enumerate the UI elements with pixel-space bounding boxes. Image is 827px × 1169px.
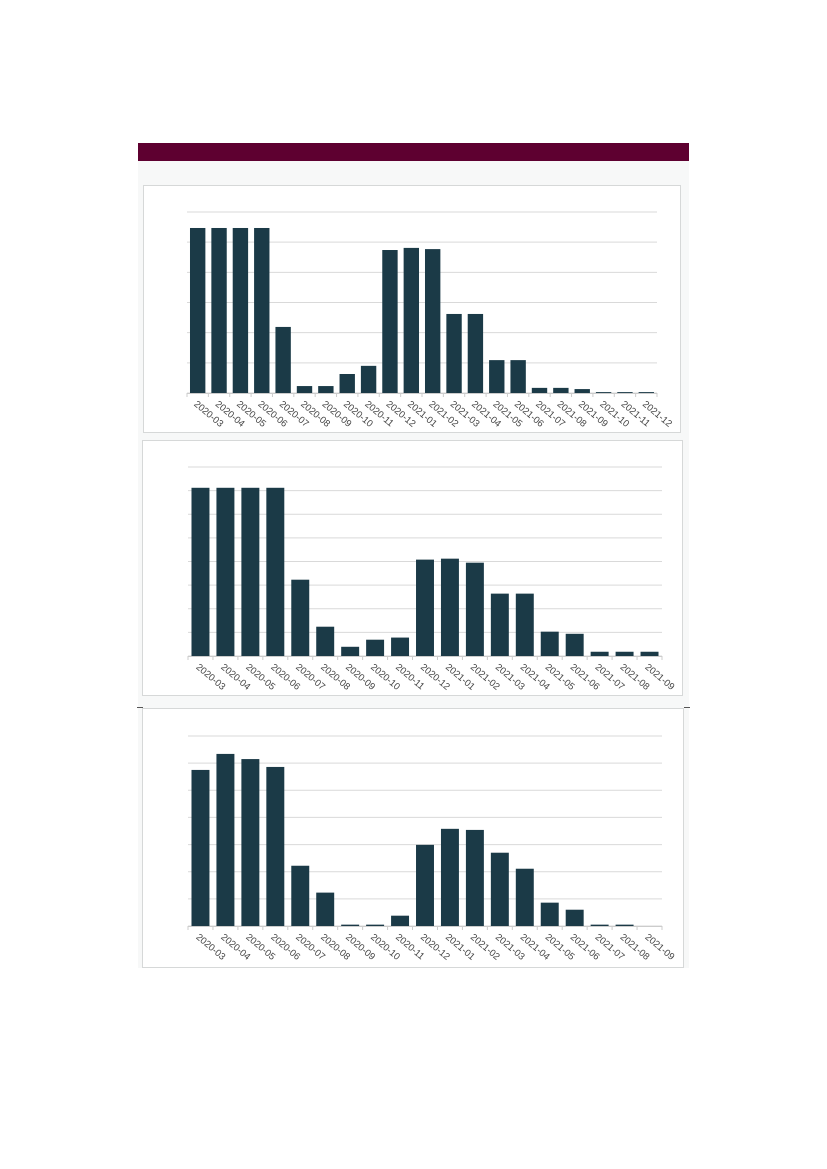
bar-2020-03: [191, 769, 210, 926]
bar-2020-05: [232, 227, 249, 393]
bar-2020-06: [266, 487, 285, 656]
bar-2021-05: [489, 360, 505, 393]
bar-2021-05: [540, 631, 559, 656]
bar-2021-01: [403, 247, 420, 393]
bar-2021-03: [490, 593, 509, 656]
bar-2020-12: [416, 844, 434, 926]
bar-2020-06: [266, 766, 285, 926]
bar-2020-04: [211, 227, 227, 393]
bar-2020-05: [241, 487, 260, 656]
bar-2020-05: [241, 759, 260, 926]
divider: [137, 707, 143, 708]
bar-2020-07: [291, 865, 310, 926]
bar-2021-02: [465, 829, 484, 926]
bar-2020-11: [391, 915, 410, 926]
bar-2021-06: [565, 909, 584, 926]
bar-2020-04: [216, 487, 235, 656]
bar-2020-08: [316, 892, 335, 926]
bar-2021-08: [615, 924, 634, 926]
bar-2021-07: [531, 387, 548, 393]
bar-2020-04: [216, 753, 235, 926]
bar-2021-10: [595, 392, 612, 393]
bar-2020-11: [391, 637, 410, 656]
divider: [684, 707, 690, 708]
bar-2020-03: [191, 487, 210, 656]
bar-2020-09: [318, 386, 334, 393]
bar-2020-09: [341, 646, 360, 656]
bar-2020-08: [316, 626, 335, 656]
bar-2020-08: [296, 386, 313, 393]
bar-2020-07: [291, 579, 310, 656]
bar-2020-10: [366, 924, 385, 926]
bar-2021-04: [515, 593, 534, 656]
bar-2021-02: [465, 562, 484, 656]
bar-2020-10: [366, 639, 385, 656]
bar-2021-06: [510, 360, 526, 393]
bar-2021-09: [640, 651, 659, 656]
bar-chart: 2020-032020-042020-052020-062020-072020-…: [187, 735, 676, 963]
chart-card-2: 2020-03 2020-04 2020-05 2020-06 2020-07 2020-…: [142, 440, 683, 696]
bar-2021-02: [424, 249, 441, 393]
bar-2021-01: [440, 828, 459, 926]
bar-2020-10: [339, 373, 355, 393]
bar-2020-12: [382, 250, 398, 393]
bar-chart: 2020-032020-042020-052020-062020-072020-…: [186, 211, 674, 430]
bar-2020-12: [416, 559, 434, 656]
bar-2020-11: [360, 365, 377, 393]
bar-2021-07: [590, 924, 609, 926]
bar-2021-12: [638, 392, 655, 393]
bar-2021-07: [590, 651, 609, 656]
bar-chart: 2020-032020-042020-052020-062020-072020-…: [187, 466, 676, 693]
bar-2021-04: [515, 868, 534, 926]
bar-2021-09: [574, 389, 590, 393]
chart-card-3: 2020-03 2020-04 2020-05 2020-06 2020-07 2020-…: [142, 708, 684, 968]
bar-2021-08: [553, 387, 569, 393]
bar-2021-03: [446, 313, 462, 393]
bar-2021-11: [617, 392, 633, 393]
bar-2020-06: [254, 227, 270, 393]
header-bar: [138, 143, 689, 161]
bar-2021-08: [615, 651, 634, 656]
bar-2020-03: [189, 227, 206, 393]
bar-2021-01: [440, 558, 459, 656]
bar-2021-04: [467, 313, 484, 393]
bar-2021-03: [490, 852, 509, 926]
bar-2021-06: [565, 633, 584, 656]
bar-2020-09: [341, 924, 360, 926]
bar-2021-05: [540, 902, 559, 926]
bar-2020-07: [275, 326, 291, 393]
chart-card-1: 2020-03 2020-04 2020-05 2020-06 2020-07 2020-…: [143, 185, 681, 433]
